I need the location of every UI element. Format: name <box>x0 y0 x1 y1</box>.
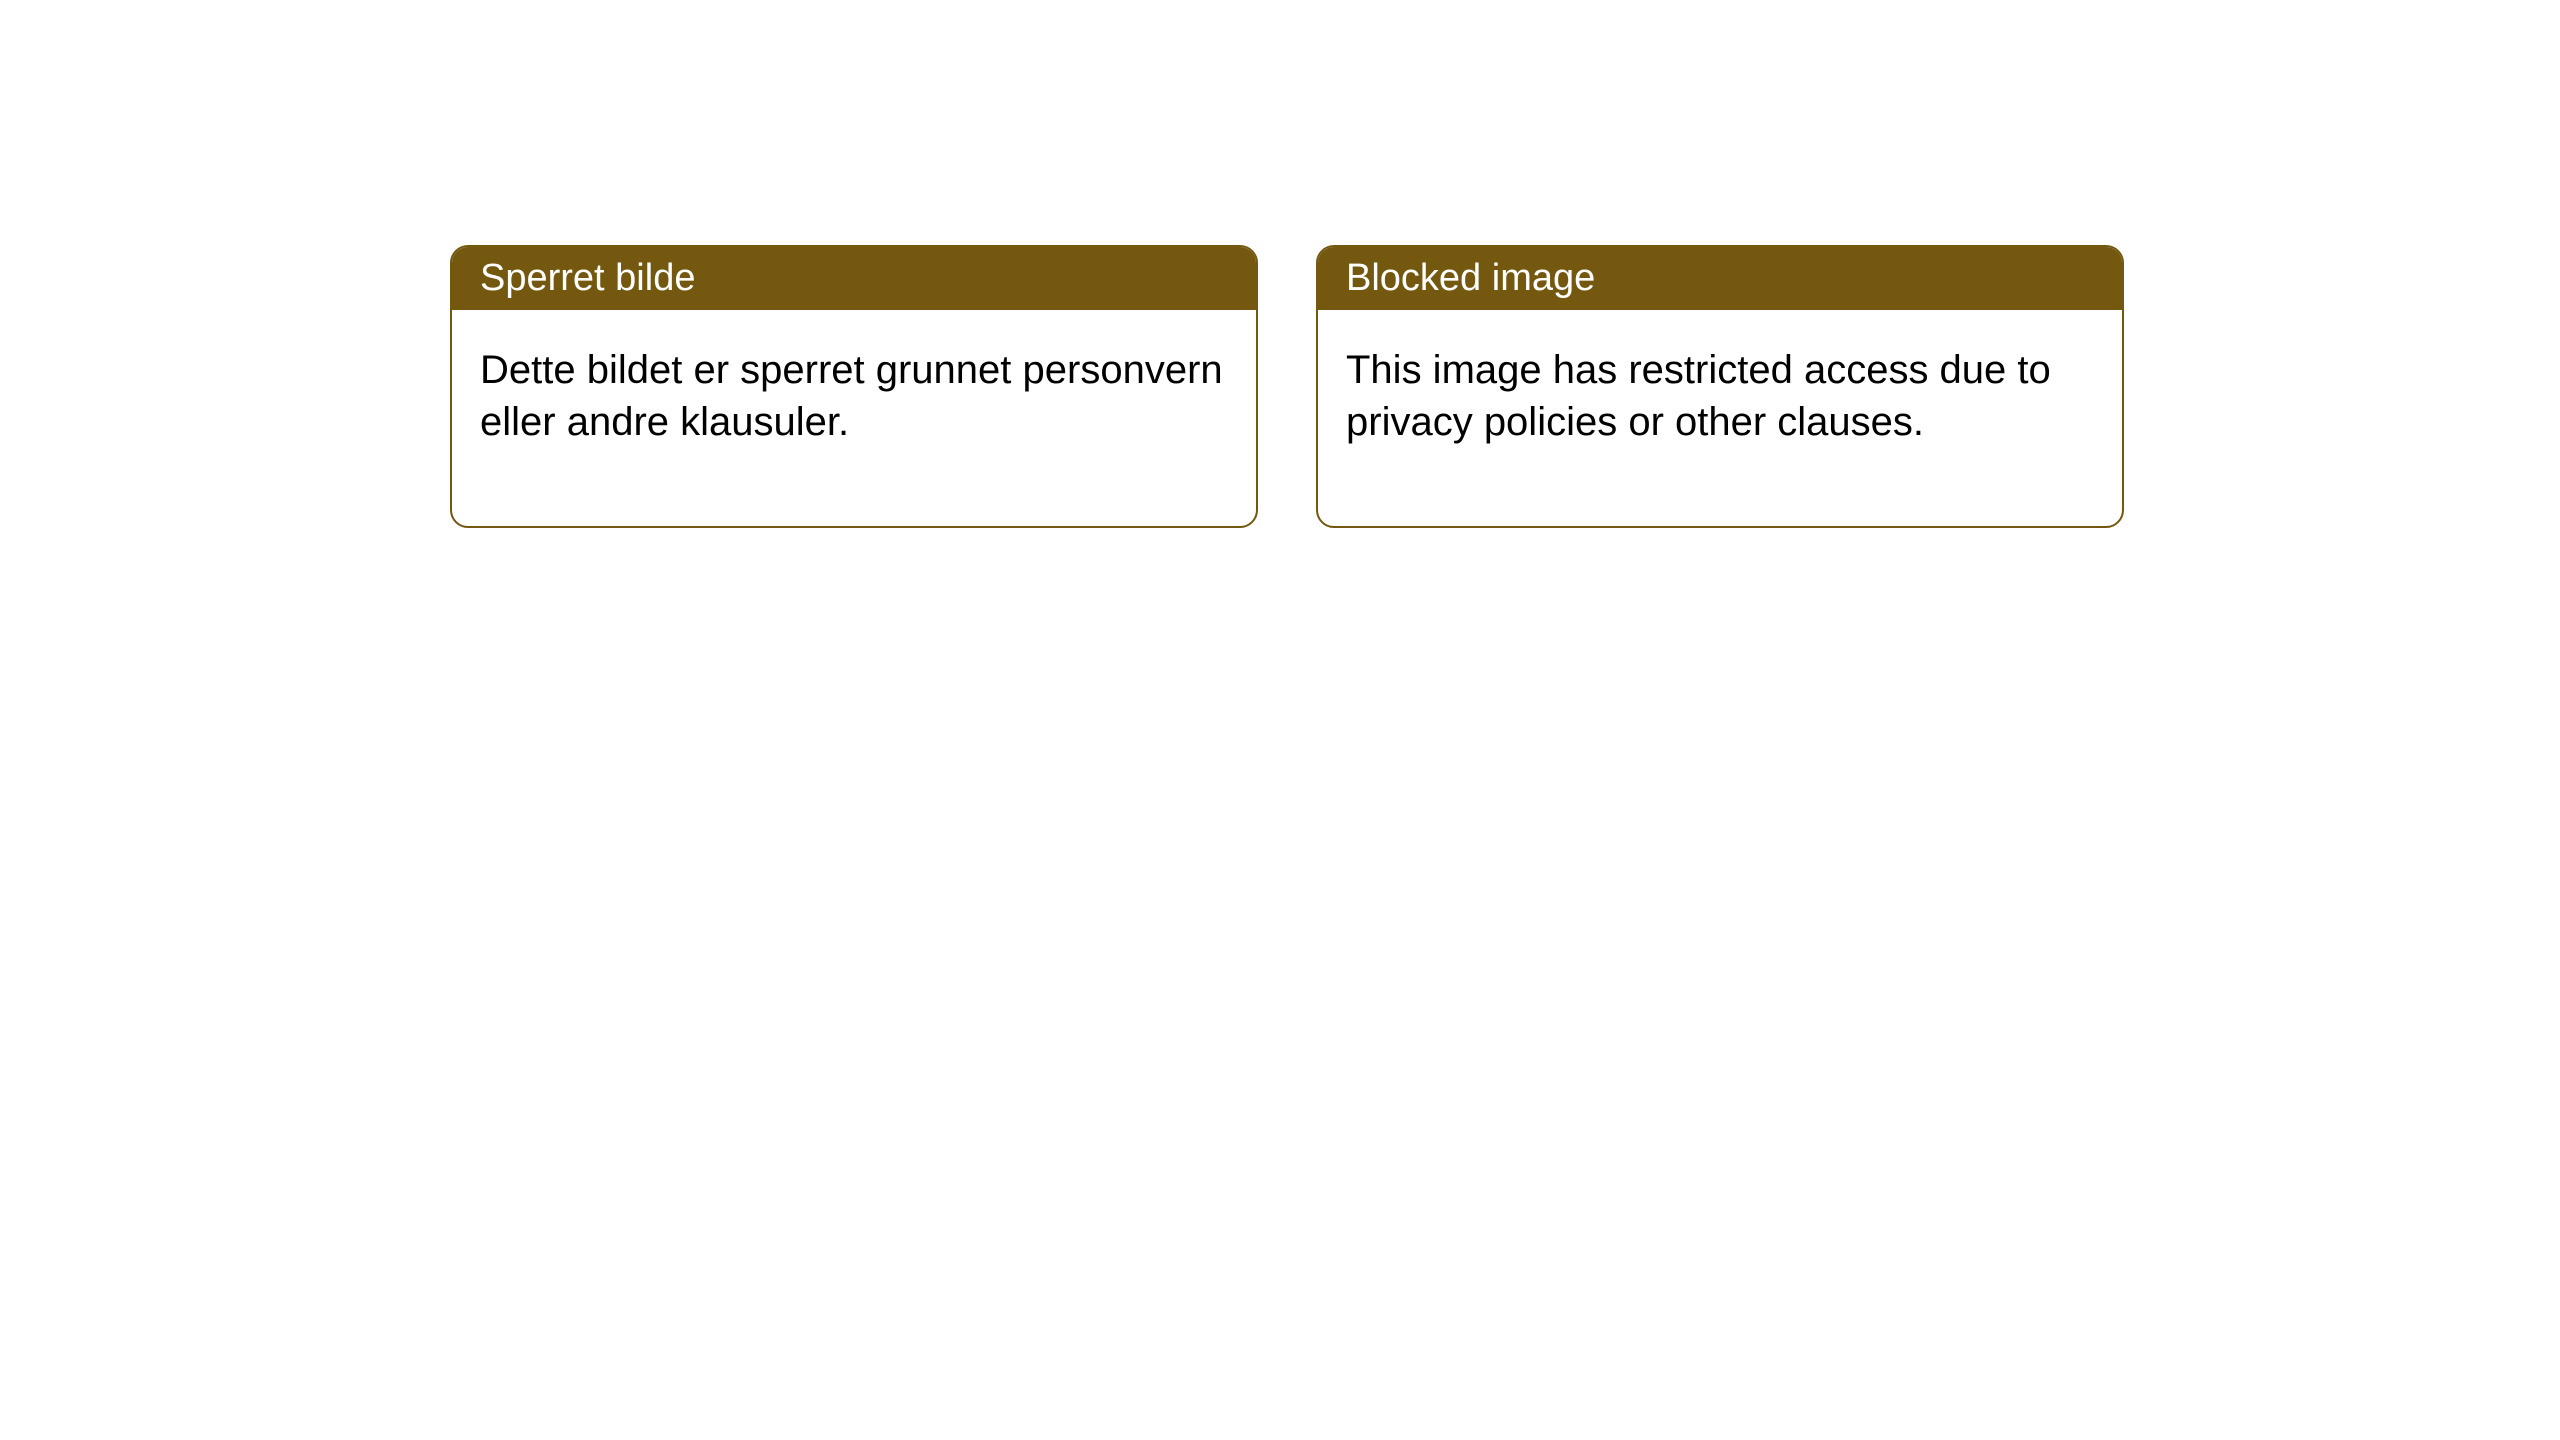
notice-card-title: Blocked image <box>1318 247 2122 310</box>
notice-container: Sperret bilde Dette bildet er sperret gr… <box>0 0 2560 528</box>
notice-card-body: This image has restricted access due to … <box>1318 310 2122 526</box>
notice-card-body: Dette bildet er sperret grunnet personve… <box>452 310 1256 526</box>
notice-card-title: Sperret bilde <box>452 247 1256 310</box>
notice-card-norwegian: Sperret bilde Dette bildet er sperret gr… <box>450 245 1258 528</box>
notice-card-english: Blocked image This image has restricted … <box>1316 245 2124 528</box>
